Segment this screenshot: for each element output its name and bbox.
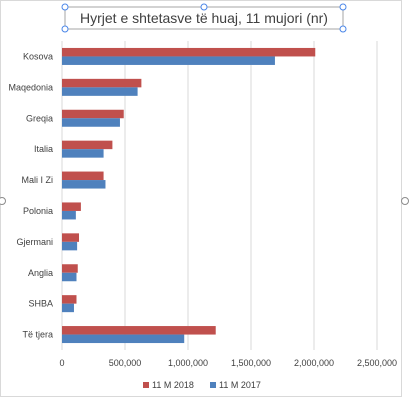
- bar-2017[interactable]: [62, 149, 104, 158]
- legend: 11 M 2018 11 M 2017: [143, 380, 261, 390]
- bar-2018[interactable]: [62, 140, 113, 150]
- x-tick-label: 2,500,000: [357, 358, 397, 368]
- category-label: Anglia: [28, 268, 53, 278]
- bar-2018[interactable]: [62, 47, 316, 57]
- category-label: Greqia: [26, 113, 53, 123]
- title-handle-bottom-right[interactable]: [339, 25, 347, 33]
- bar-2018[interactable]: [62, 202, 81, 211]
- bar-2017[interactable]: [62, 334, 185, 344]
- legend-label-2018: 11 M 2018: [152, 380, 194, 390]
- chart-title-box[interactable]: Hyrjet e shtetasve të huaj, 11 mujori (n…: [61, 3, 347, 33]
- chart-title: Hyrjet e shtetasve të huaj, 11 mujori (n…: [80, 10, 328, 26]
- bar-2017[interactable]: [62, 180, 106, 189]
- title-handle-top-right[interactable]: [339, 3, 347, 11]
- legend-label-2017: 11 M 2017: [219, 380, 261, 390]
- category-labels: Kosova Maqedonia Greqia Italia Mali I Zi Polo…: [8, 51, 53, 339]
- chart-resize-handle-left[interactable]: [0, 197, 6, 205]
- category-label: Të tjera: [22, 330, 53, 340]
- bar-2018[interactable]: [62, 233, 80, 242]
- title-handle-bottom-left[interactable]: [61, 25, 69, 33]
- bar-2017[interactable]: [62, 87, 138, 96]
- bar-2017[interactable]: [62, 303, 74, 313]
- bar-2018[interactable]: [62, 326, 216, 335]
- bar-2017[interactable]: [62, 272, 77, 282]
- x-tick-label: 1,000,000: [168, 358, 208, 368]
- category-label: Polonia: [23, 206, 53, 216]
- category-label: Mali I Zi: [22, 175, 54, 185]
- x-tick-label: 0: [59, 358, 64, 368]
- chart-resize-handle-right[interactable]: [401, 197, 409, 205]
- bar-2018[interactable]: [62, 295, 77, 304]
- x-axis-tick-labels: 0 500,000 1,000,000 1,500,000 2,000,000 2,500…: [59, 358, 397, 368]
- bar-2018[interactable]: [62, 78, 142, 88]
- category-label: Italia: [34, 144, 53, 154]
- x-tick-label: 500,000: [109, 358, 142, 368]
- legend-swatch-2017: [210, 382, 216, 388]
- title-handle-top-left[interactable]: [61, 3, 69, 11]
- category-label: Kosova: [23, 51, 53, 61]
- bar-2018[interactable]: [62, 264, 78, 273]
- legend-swatch-2018: [143, 382, 149, 388]
- category-label: Maqedonia: [8, 82, 53, 92]
- bar-2017[interactable]: [62, 118, 120, 127]
- bar-2017[interactable]: [62, 56, 275, 65]
- category-label: SHBA: [28, 299, 53, 309]
- category-label: Gjermani: [16, 237, 53, 247]
- bar-2018[interactable]: [62, 109, 124, 119]
- title-handle-top-center[interactable]: [200, 3, 208, 11]
- bar-2018[interactable]: [62, 171, 104, 181]
- x-tick-label: 1,500,000: [231, 358, 271, 368]
- bar-2017[interactable]: [62, 210, 76, 220]
- bars: [62, 47, 316, 344]
- bar-2017[interactable]: [62, 241, 78, 251]
- x-tick-label: 2,000,000: [294, 358, 334, 368]
